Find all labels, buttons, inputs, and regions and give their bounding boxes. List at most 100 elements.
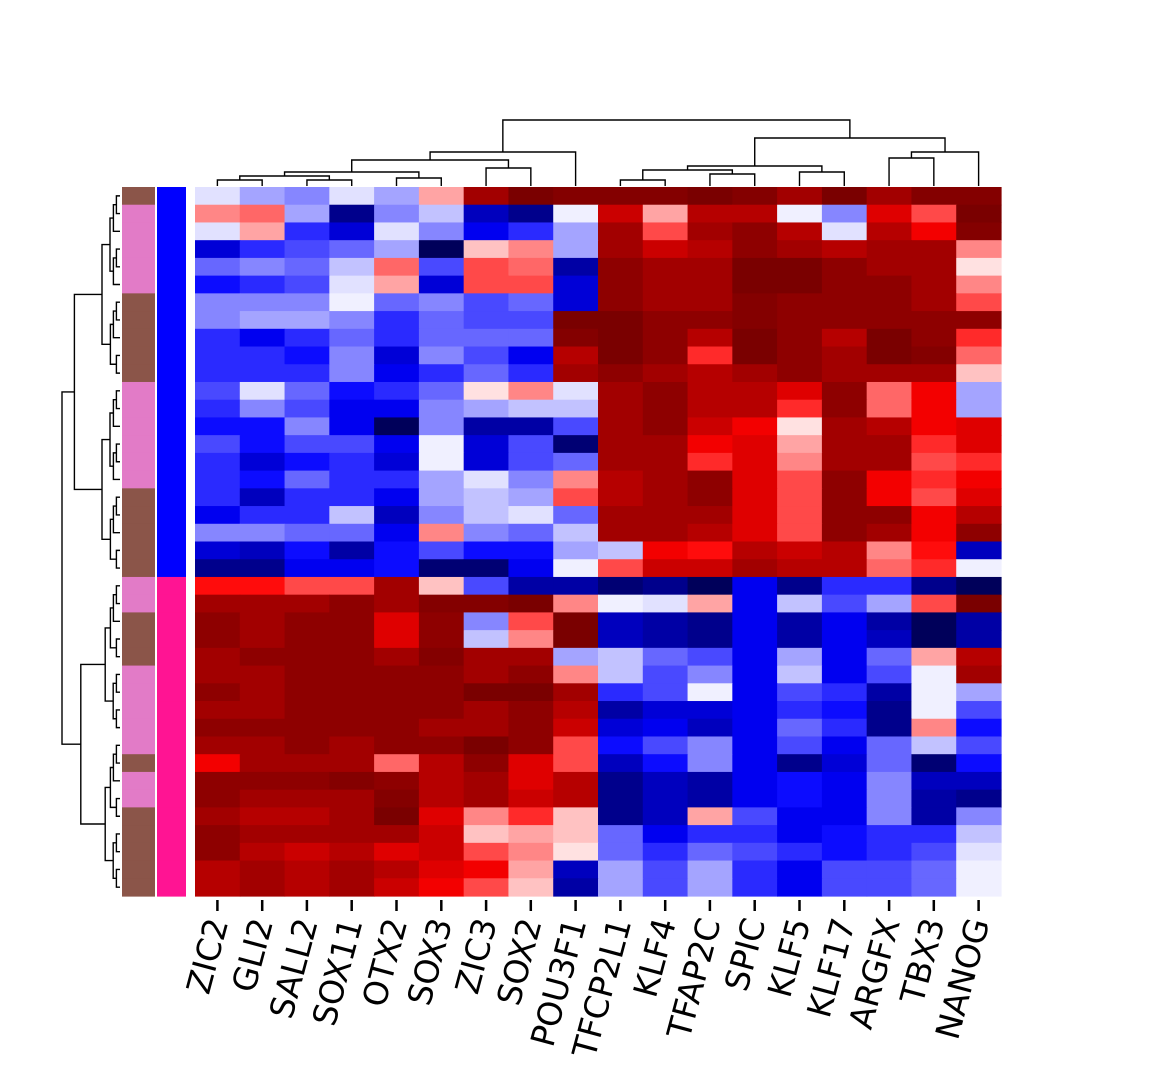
column-dendrogram — [216, 119, 980, 186]
heatmap-cell — [642, 275, 689, 294]
heatmap-cell — [642, 488, 689, 507]
heatmap-cell — [239, 701, 286, 720]
heatmap-cell — [508, 381, 554, 401]
heatmap-cell — [687, 470, 733, 489]
heatmap-cell — [911, 523, 957, 543]
heatmap-cell — [463, 523, 510, 543]
heatmap-cell — [418, 257, 465, 277]
heatmap-cell — [508, 346, 554, 365]
heatmap-cell — [732, 452, 778, 472]
heatmap-cell — [374, 399, 420, 419]
heatmap-cell — [195, 523, 241, 543]
heatmap-cell — [329, 523, 375, 543]
heatmap-cell — [195, 346, 241, 365]
heatmap-cell — [374, 381, 420, 401]
row-dendrogram-link — [104, 627, 114, 702]
heatmap-cell — [553, 701, 599, 720]
heatmap-cell — [598, 364, 644, 383]
heatmap-cell — [463, 364, 510, 383]
heatmap-cell — [418, 187, 465, 206]
heatmap-cell — [463, 594, 510, 613]
heatmap-cell — [732, 807, 778, 826]
heatmap-cell — [642, 612, 689, 631]
heatmap-cell — [553, 417, 599, 436]
heatmap-cell — [732, 187, 778, 206]
heatmap-cell — [866, 807, 913, 826]
heatmap-cell — [911, 807, 957, 826]
heatmap-cell — [553, 789, 599, 808]
heatmap-cell — [866, 293, 913, 312]
heatmap-cell — [866, 576, 913, 596]
heatmap-cell — [911, 452, 957, 472]
heatmap-cell — [777, 275, 823, 294]
row-dendrogram-link — [115, 549, 120, 569]
heatmap-cell — [866, 346, 913, 365]
heatmap-cell — [239, 275, 286, 294]
heatmap-cell — [956, 328, 1002, 348]
heatmap-cell — [374, 647, 420, 667]
heatmap-cell — [418, 701, 465, 720]
heatmap-cell — [687, 576, 733, 596]
heatmap-cell — [642, 736, 689, 755]
heatmap-cell — [418, 789, 465, 808]
heatmap-cell — [821, 506, 868, 525]
heatmap-cell — [598, 576, 644, 596]
heatmap-cell — [687, 435, 733, 454]
heatmap-cell — [463, 559, 510, 578]
heatmap-cell — [329, 825, 375, 844]
heatmap-cell — [195, 789, 241, 808]
heatmap-cell — [821, 754, 868, 773]
heatmap-cell — [418, 736, 465, 755]
heatmap-cell — [553, 647, 599, 667]
heatmap-cell — [956, 771, 1002, 791]
heatmap-cell — [418, 275, 465, 294]
heatmap-cell — [553, 718, 599, 738]
heatmap-cell — [821, 399, 868, 419]
heatmap-cell — [777, 754, 823, 773]
heatmap-cell — [508, 842, 554, 862]
heatmap-cell — [463, 825, 510, 844]
row-group-cell — [157, 417, 186, 436]
heatmap-cell — [956, 612, 1002, 631]
heatmap-cell — [821, 683, 868, 702]
heatmap-cell — [508, 718, 554, 738]
heatmap-cell — [329, 488, 375, 507]
heatmap-cell — [598, 665, 644, 684]
heatmap-cell — [911, 878, 957, 897]
heatmap-cell — [239, 647, 286, 667]
heatmap-cell — [732, 594, 778, 613]
heatmap-cell — [463, 771, 510, 791]
heatmap-cell — [821, 612, 868, 631]
heatmap-cell — [598, 860, 644, 879]
heatmap-cell — [508, 293, 554, 312]
row-annotation-cell — [122, 506, 155, 525]
heatmap-cell — [508, 825, 554, 844]
heatmap-cell — [463, 665, 510, 684]
row-dendrogram-link — [115, 709, 120, 729]
heatmap-cell — [642, 204, 689, 224]
heatmap-cell — [329, 736, 375, 755]
heatmap-cell — [598, 647, 644, 667]
heatmap-cell — [463, 718, 510, 738]
row-group-cell — [157, 860, 186, 879]
heatmap-cell — [911, 240, 957, 259]
heatmap-cell — [418, 488, 465, 507]
row-dendrogram-link — [101, 438, 111, 540]
heatmap-cell — [956, 435, 1002, 454]
row-dendrogram-link — [104, 786, 114, 862]
heatmap-cell — [329, 240, 375, 259]
heatmap-cell — [866, 701, 913, 720]
heatmap-cell — [642, 576, 689, 596]
heatmap-cell — [642, 789, 689, 808]
heatmap-cell — [687, 754, 733, 773]
row-annotation-cell — [122, 364, 155, 383]
column-dendrogram-link — [429, 151, 577, 186]
heatmap-cell — [866, 825, 913, 844]
heatmap-cell — [732, 523, 778, 543]
heatmap-cell — [508, 240, 554, 259]
heatmap-cell — [329, 452, 375, 472]
heatmap-cell — [911, 736, 957, 755]
heatmap-cell — [821, 222, 868, 241]
heatmap-cell — [598, 594, 644, 613]
heatmap-cell — [821, 647, 868, 667]
